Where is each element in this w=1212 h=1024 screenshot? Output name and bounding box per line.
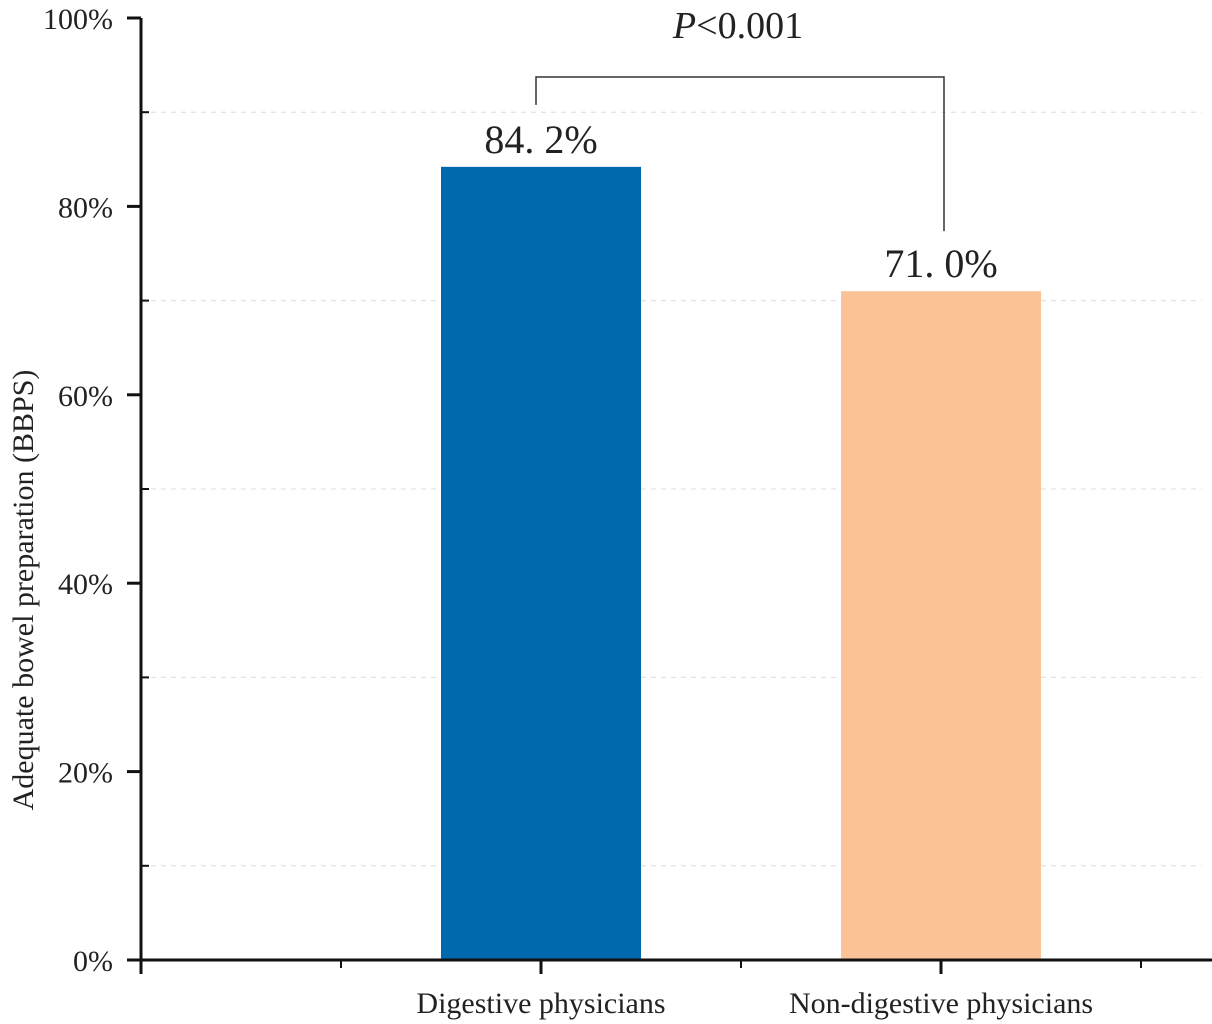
y-tick-label: 40% bbox=[58, 568, 113, 601]
significance-label: P<0.001 bbox=[672, 5, 803, 47]
y-tick-label: 80% bbox=[58, 191, 113, 224]
p-symbol: P bbox=[672, 5, 696, 47]
y-tick-label: 20% bbox=[58, 757, 113, 790]
data-labels: 84. 2% 71. 0% bbox=[484, 117, 997, 286]
significance-bracket bbox=[535, 76, 945, 232]
p-value: <0.001 bbox=[696, 5, 803, 47]
y-tick-label: 60% bbox=[58, 380, 113, 413]
y-axis-label: Adequate bowel preparation (BBPS) bbox=[7, 370, 40, 811]
data-label: 84. 2% bbox=[484, 117, 597, 162]
bar bbox=[841, 291, 1041, 960]
x-tick-label: Digestive physicians bbox=[416, 987, 665, 1020]
bars bbox=[441, 166, 1041, 960]
y-tick-labels: 0% 20% 40% 60% 80% 100% bbox=[43, 3, 113, 978]
y-tick-label: 0% bbox=[73, 945, 113, 978]
x-tick-label: Non-digestive physicians bbox=[789, 987, 1093, 1020]
bar bbox=[441, 166, 641, 960]
grid-lines bbox=[151, 111, 1202, 867]
significance-annotation: P<0.001 bbox=[535, 5, 945, 232]
y-tick-label: 100% bbox=[43, 3, 113, 36]
axes bbox=[127, 16, 1212, 974]
data-label: 71. 0% bbox=[884, 241, 997, 286]
x-tick-labels: Digestive physicians Non-digestive physic… bbox=[416, 987, 1093, 1020]
